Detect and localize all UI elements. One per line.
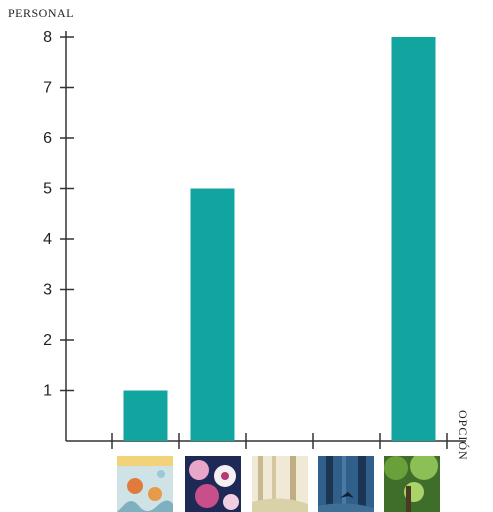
axes: 1 2 3 4 5 6 7 8 xyxy=(43,29,466,449)
thumbnail-blue-forest-bird-icon xyxy=(318,456,374,512)
y-tick-label: 5 xyxy=(43,181,52,198)
thumbnail-underwater-painting-icon xyxy=(117,456,173,512)
bars xyxy=(123,37,436,441)
bar xyxy=(391,37,436,441)
y-tick-label: 4 xyxy=(43,231,52,248)
bar xyxy=(190,188,235,441)
thumbnail-green-forest-icon xyxy=(384,456,440,512)
y-tick-label: 8 xyxy=(43,29,52,46)
y-tick-label: 6 xyxy=(43,130,52,147)
y-tick-label: 1 xyxy=(43,383,52,400)
y-axis-label: PERSONAL xyxy=(8,6,75,20)
thumbnail-floral-pattern-icon xyxy=(185,456,241,512)
y-tick-label: 2 xyxy=(43,332,52,349)
bar xyxy=(123,390,168,441)
y-tick-label: 3 xyxy=(43,282,52,299)
thumbnail-misty-forest-icon xyxy=(252,456,308,512)
y-tick-label: 7 xyxy=(43,80,52,97)
